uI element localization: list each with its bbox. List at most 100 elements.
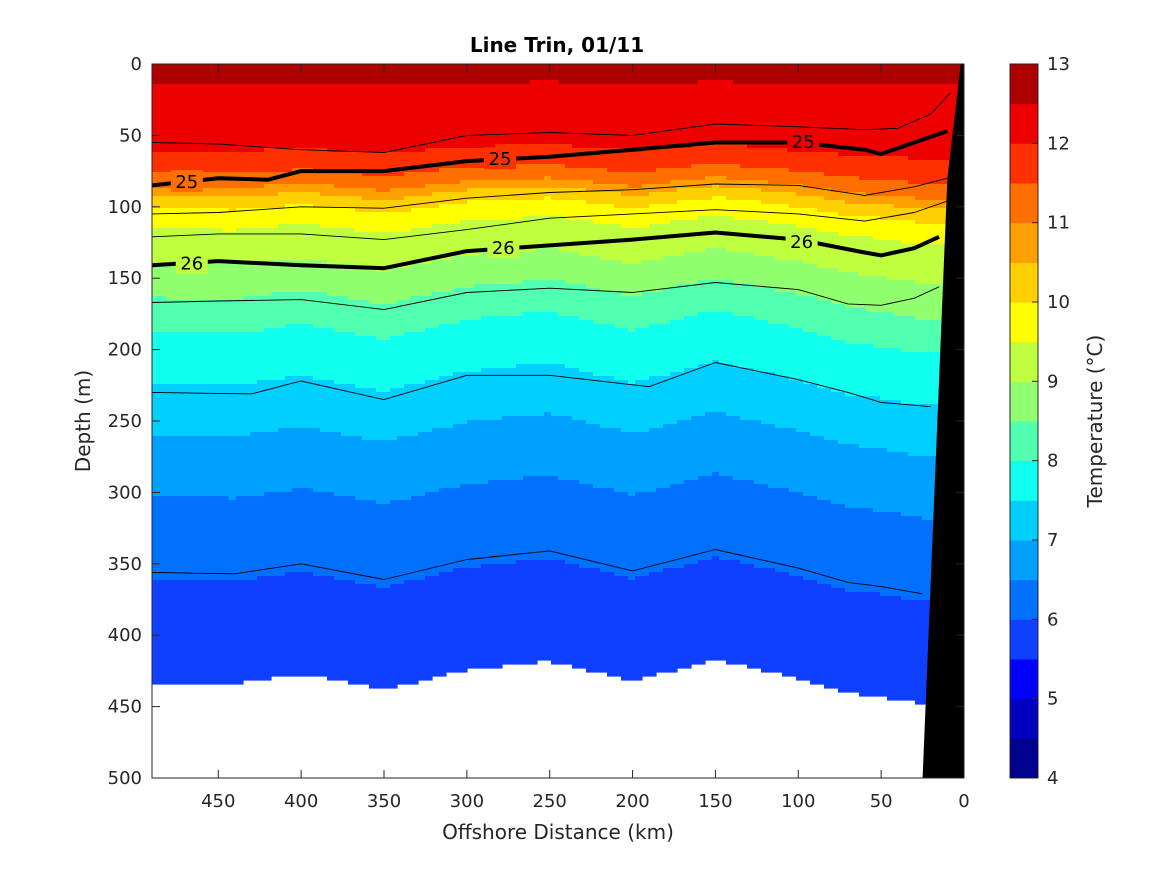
- temperature-cell: [236, 228, 244, 265]
- temperature-cell: [558, 180, 566, 189]
- temperature-cell: [502, 284, 510, 317]
- temperature-cell: [327, 152, 335, 173]
- temperature-cell: [474, 420, 482, 485]
- temperature-cell: [208, 188, 216, 197]
- temperature-cell: [439, 84, 447, 149]
- temperature-cell: [285, 204, 293, 225]
- temperature-cell: [208, 152, 216, 173]
- temperature-cell: [677, 84, 685, 149]
- temperature-cell: [474, 284, 482, 321]
- temperature-cell: [677, 256, 685, 285]
- temperature-cell: [264, 84, 272, 149]
- temperature-cell: [418, 84, 426, 153]
- temperature-cell: [852, 396, 860, 445]
- temperature-cell: [740, 188, 748, 201]
- temperature-cell: [852, 176, 860, 193]
- temperature-cell: [607, 64, 615, 85]
- temperature-cell: [530, 252, 538, 281]
- temperature-cell: [880, 312, 888, 349]
- temperature-cell: [229, 436, 237, 501]
- temperature-cell: [586, 424, 594, 485]
- temperature-cell: [432, 192, 440, 209]
- temperature-cell: [600, 192, 608, 205]
- temperature-cell: [712, 556, 720, 661]
- temperature-cell: [740, 420, 748, 481]
- temperature-cell: [187, 228, 195, 265]
- temperature-cell: [866, 64, 874, 85]
- temperature-cell: [705, 280, 713, 313]
- temperature-cell: [453, 64, 461, 85]
- temperature-cell: [285, 148, 293, 173]
- temperature-cell: [243, 436, 251, 497]
- temperature-cell: [915, 160, 923, 185]
- temperature-cell: [285, 64, 293, 85]
- temperature-cell: [362, 152, 370, 177]
- temperature-cell: [614, 492, 622, 577]
- temperature-cell: [439, 192, 447, 205]
- temperature-cell: [635, 84, 643, 153]
- temperature-cell: [845, 396, 853, 445]
- temperature-cell: [495, 252, 503, 285]
- temperature-cell: [642, 292, 650, 329]
- temperature-cell: [460, 168, 468, 181]
- temperature-cell: [852, 308, 860, 345]
- temperature-cell: [572, 84, 580, 149]
- temperature-cell: [320, 260, 328, 293]
- temperature-cell: [670, 288, 678, 321]
- temperature-cell: [607, 488, 615, 573]
- temperature-cell: [236, 580, 244, 685]
- temperature-cell: [859, 156, 867, 181]
- temperature-cell: [726, 164, 734, 181]
- temperature-cell: [551, 280, 559, 313]
- temperature-cell: [390, 336, 398, 389]
- temperature-cell: [481, 316, 489, 369]
- temperature-cell: [411, 436, 419, 497]
- temperature-cell: [915, 208, 923, 225]
- temperature-cell: [488, 564, 496, 669]
- temperature-cell: [915, 404, 923, 457]
- temperature-cell: [481, 84, 489, 149]
- temperature-cell: [292, 224, 300, 261]
- temperature-cell: [768, 148, 776, 169]
- temperature-cell: [355, 500, 363, 585]
- temperature-cell: [796, 84, 804, 149]
- temperature-cell: [887, 64, 895, 85]
- temperature-cell: [558, 188, 566, 201]
- temperature-cell: [159, 64, 167, 85]
- temperature-cell: [320, 148, 328, 173]
- temperature-cell: [789, 84, 797, 149]
- temperature-cell: [278, 208, 286, 225]
- temperature-cell: [271, 292, 279, 329]
- temperature-cell: [474, 220, 482, 257]
- temperature-cell: [922, 284, 930, 321]
- temperature-cell: [327, 64, 335, 85]
- colorbar-tick-label: 11: [1047, 213, 1070, 234]
- temperature-cell: [306, 292, 314, 325]
- temperature-cell: [831, 232, 839, 269]
- temperature-cell: [747, 284, 755, 317]
- temperature-cell: [243, 196, 251, 209]
- temperature-cell: [663, 192, 671, 205]
- colorbar-swatch: [1010, 698, 1038, 739]
- temperature-cell: [593, 192, 601, 205]
- temperature-cell: [768, 372, 776, 425]
- temperature-cell: [852, 192, 860, 205]
- colorbar-swatch: [1010, 341, 1038, 382]
- temperature-cell: [705, 164, 713, 177]
- temperature-cell: [341, 496, 349, 581]
- temperature-cell: [712, 64, 720, 81]
- temperature-cell: [152, 496, 160, 581]
- temperature-cell: [250, 208, 258, 229]
- temperature-cell: [215, 332, 223, 385]
- temperature-cell: [831, 192, 839, 201]
- temperature-cell: [901, 220, 909, 245]
- temperature-cell: [362, 336, 370, 389]
- temperature-cell: [180, 332, 188, 385]
- temperature-cell: [796, 64, 804, 85]
- temperature-cell: [803, 580, 811, 681]
- temperature-cell: [194, 84, 202, 153]
- temperature-cell: [880, 180, 888, 197]
- temperature-cell: [803, 172, 811, 189]
- temperature-cell: [740, 84, 748, 145]
- temperature-cell: [579, 568, 587, 669]
